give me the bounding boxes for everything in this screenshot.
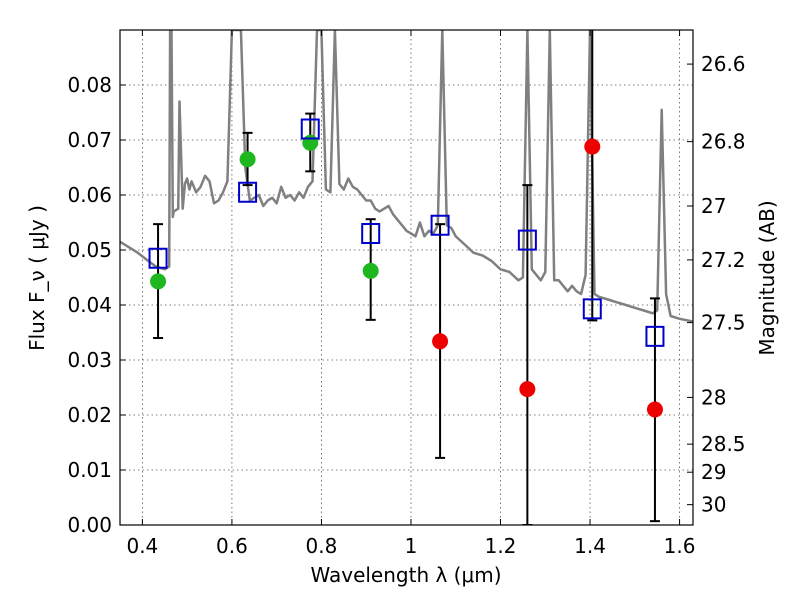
- right-tick-label: 28.5: [701, 432, 746, 456]
- plot-frame: [119, 29, 694, 526]
- right-tick-label: 26.6: [701, 52, 746, 76]
- x-axis-title: Wavelength λ (μm): [310, 563, 501, 587]
- data-point-circle: [239, 151, 256, 168]
- x-tick-label: 1.2: [485, 534, 517, 558]
- y-tick-label: 0.03: [67, 348, 112, 372]
- right-tick-label: 29: [701, 460, 726, 484]
- y-tick-label: 0.06: [67, 183, 112, 207]
- data-point-square: [361, 223, 381, 244]
- data-point-square: [148, 247, 168, 269]
- x-tick-label: 0.8: [306, 534, 338, 558]
- right-tick-label: 28: [701, 385, 726, 409]
- data-point-circle: [302, 134, 319, 151]
- right-tick-label: 27.2: [701, 248, 746, 272]
- model-spectrum-line: [120, 30, 693, 323]
- data-point-square: [238, 181, 258, 203]
- x-axis-ticks: 0.4 0.6 0.8 1 1.2 1.4 1.6: [126, 30, 695, 558]
- x-tick-label: 1: [405, 534, 418, 558]
- x-tick-label: 0.6: [216, 534, 248, 558]
- right-tick-label: 26.8: [701, 130, 746, 154]
- data-point-circle: [646, 401, 663, 418]
- right-tick-label: 27: [701, 194, 726, 218]
- data-point-circle: [584, 138, 601, 155]
- plot-area: [120, 30, 693, 525]
- x-tick-label: 1.6: [664, 534, 696, 558]
- right-axis-title: Magnitude (AB): [755, 200, 779, 355]
- model-spectrum-group: [120, 30, 693, 323]
- y-tick-label: 0.08: [67, 73, 112, 97]
- x-tick-label: 0.4: [126, 534, 158, 558]
- right-axis-ticks: 26.6 26.8 27 27.2 27.5 28 28.5 29 30: [687, 52, 746, 517]
- markers-group: [148, 118, 665, 418]
- data-point-square: [430, 214, 450, 236]
- y-tick-label: 0.04: [67, 293, 112, 317]
- data-point-square: [582, 298, 602, 320]
- y-tick-label: 0.02: [67, 403, 112, 427]
- data-point-circle: [150, 273, 167, 290]
- y-tick-label: 0.05: [67, 238, 112, 262]
- data-point-circle: [432, 333, 449, 350]
- x-tick-label: 1.4: [574, 534, 606, 558]
- y-axis-ticks: 0.00 0.01 0.02 0.03 0.04 0.05 0.06 0.07 0.08: [67, 73, 126, 537]
- data-point-square: [517, 229, 537, 251]
- y-tick-label: 0.07: [67, 128, 112, 152]
- y-tick-label: 0.00: [67, 513, 112, 537]
- data-point-square: [645, 325, 665, 347]
- data-point-circle: [519, 381, 536, 398]
- data-point-square: [300, 118, 320, 140]
- right-tick-label: 27.5: [701, 311, 746, 335]
- y-tick-label: 0.01: [67, 458, 112, 482]
- data-point-circle: [362, 262, 379, 279]
- y-axis-title: Flux F_ν ( μJy ): [25, 205, 49, 351]
- right-tick-label: 30: [701, 493, 726, 517]
